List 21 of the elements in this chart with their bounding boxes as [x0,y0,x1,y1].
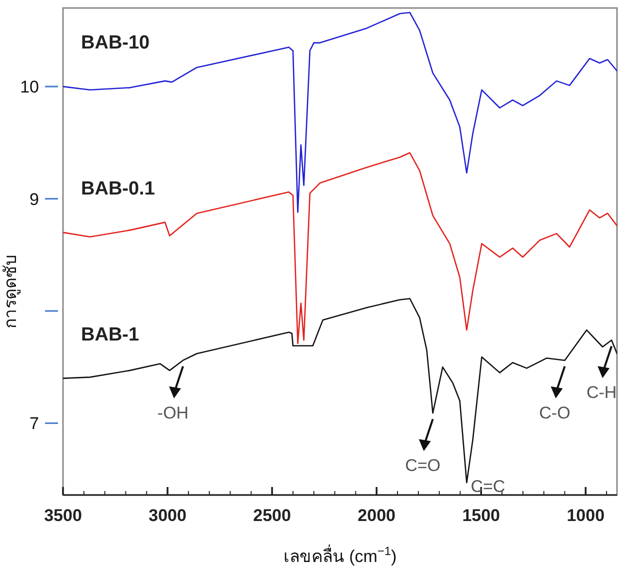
x-tick-label: 3000 [148,506,186,525]
y-tick-label: 10 [20,78,39,97]
y-tick-label: 9 [30,190,39,209]
annotation: C-O [539,403,570,422]
y-tick-label: 7 [30,414,39,434]
x-tick-label: 2500 [253,506,291,525]
annotation: C=C [470,477,506,496]
series-label: BAB-1 [81,324,140,346]
annotation: C-H [586,383,617,402]
line-series [63,12,617,213]
series-label: BAB-0.1 [81,178,156,200]
y-axis-title: การดูดซับ [1,254,21,328]
x-tick-label: 1000 [566,506,605,525]
line-series [63,152,617,344]
x-tick-label: 3500 [44,506,82,525]
x-tick-label: 1500 [462,506,500,525]
annotation: C=O [405,456,441,476]
x-tick-label: 2000 [358,506,396,525]
annotation: -OH [157,403,189,422]
series-label: BAB-10 [81,32,150,54]
x-axis-title: เลขคลื่น (cm$^{−1}$) [283,544,397,566]
